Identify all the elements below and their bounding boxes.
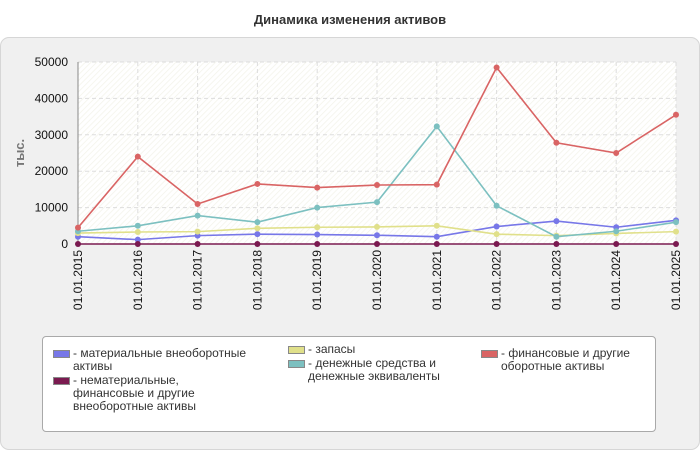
data-point [314, 241, 321, 247]
legend-swatch [53, 377, 70, 385]
data-point [433, 233, 440, 240]
series-group [75, 64, 679, 247]
x-tick-label: 01.01.2018 [250, 250, 264, 310]
series-4 [75, 64, 679, 231]
legend-label: - нематериальные, финансовые и другие вн… [73, 373, 196, 413]
data-point [673, 111, 679, 118]
series-1 [75, 241, 679, 247]
data-point [314, 224, 321, 231]
data-point [254, 219, 261, 226]
data-point [493, 64, 500, 71]
data-point [254, 241, 261, 247]
x-tick-label: 01.01.2019 [310, 250, 324, 310]
x-tick-label: 01.01.2015 [71, 250, 85, 310]
data-point [314, 184, 321, 191]
y-tick-label: 30000 [35, 128, 69, 142]
x-tick-label: 01.01.2025 [669, 250, 683, 310]
legend: - материальные внеоборотные активы - нем… [42, 336, 656, 432]
legend-item-material: - материальные внеоборотные активы [53, 347, 268, 373]
data-point [553, 218, 560, 225]
data-point [493, 231, 500, 238]
legend-swatch [288, 346, 305, 354]
data-point [194, 228, 201, 235]
legend-label: - финансовые и другие оборотные активы [501, 346, 630, 373]
data-point [254, 180, 261, 187]
data-point [433, 222, 440, 229]
y-tick-label: 50000 [35, 55, 69, 69]
legend-label: - денежные средства и денежные эквивален… [308, 356, 440, 383]
data-point [374, 232, 380, 239]
y-tick-label: 10000 [35, 201, 69, 215]
data-point [553, 233, 560, 240]
data-point [134, 228, 141, 235]
data-point [134, 222, 141, 229]
x-axis: 01.01.2015 01.01.2016 01.01.2017 01.01.2018… [71, 250, 683, 310]
x-tick-label: 01.01.2017 [191, 250, 205, 310]
data-point [673, 219, 679, 226]
data-point [134, 236, 141, 243]
data-point [314, 231, 321, 238]
data-point [374, 182, 380, 189]
data-point [75, 224, 81, 231]
data-point [75, 241, 81, 247]
data-point [553, 241, 560, 247]
legend-item-intangible: - нематериальные, финансовые и другие вн… [53, 374, 253, 413]
data-point [613, 150, 620, 156]
data-point [493, 223, 500, 230]
data-point [374, 223, 380, 230]
data-point [433, 123, 440, 130]
legend-swatch [481, 350, 498, 358]
x-tick-label: 01.01.2023 [549, 250, 563, 310]
y-axis: 0 10000 20000 30000 40000 50000 [35, 55, 69, 251]
legend-item-financial: - финансовые и другие оборотные активы [481, 347, 653, 373]
data-point [374, 199, 380, 206]
data-point [613, 241, 620, 247]
x-tick-label: 01.01.2022 [490, 250, 504, 310]
data-point [433, 241, 440, 247]
data-point [613, 228, 620, 235]
data-point [254, 225, 261, 232]
data-point [194, 200, 201, 207]
data-point [553, 139, 560, 146]
data-point [134, 153, 141, 160]
data-point [433, 181, 440, 188]
y-tick-label: 20000 [35, 164, 69, 178]
data-point [493, 202, 500, 209]
data-point [374, 241, 380, 247]
chart-title: Динамика изменения активов [253, 12, 447, 27]
y-tick-label: 0 [61, 237, 68, 251]
x-tick-label: 01.01.2020 [370, 250, 384, 310]
x-tick-label: 01.01.2024 [609, 250, 623, 310]
data-point [314, 204, 321, 211]
legend-label: - материальные внеоборотные активы [73, 346, 246, 373]
legend-label: - запасы [308, 342, 356, 356]
data-point [673, 228, 679, 235]
legend-item-cash: - денежные средства и денежные эквивален… [288, 357, 458, 383]
x-tick-label: 01.01.2016 [131, 250, 145, 310]
x-tick-label: 01.01.2021 [430, 250, 444, 310]
y-axis-label: тыс. [12, 139, 27, 167]
y-tick-label: 40000 [35, 91, 69, 105]
data-point [673, 241, 679, 247]
data-point [134, 241, 141, 247]
data-point [194, 212, 201, 219]
data-point [254, 231, 261, 238]
data-point [194, 241, 201, 247]
legend-item-inventory: - запасы [288, 343, 458, 356]
data-point [493, 241, 500, 247]
legend-swatch [53, 350, 70, 358]
series-3 [75, 123, 679, 240]
legend-swatch [288, 360, 305, 368]
